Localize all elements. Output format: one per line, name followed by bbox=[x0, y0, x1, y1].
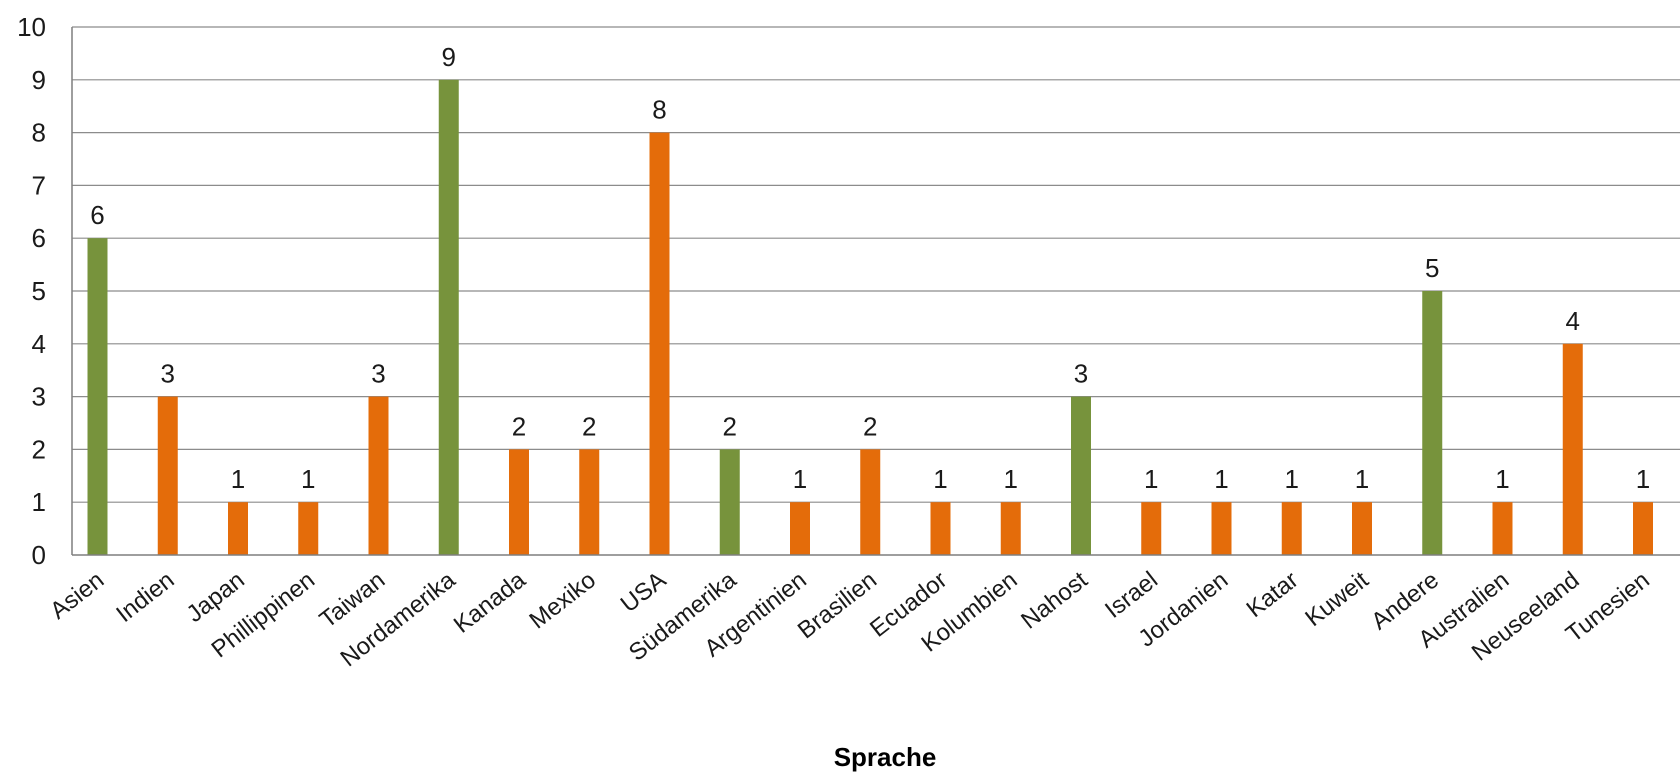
data-label: 3 bbox=[161, 359, 175, 389]
bar-country bbox=[368, 396, 389, 555]
data-label: 5 bbox=[1425, 253, 1439, 283]
x-axis-title: Sprache bbox=[834, 742, 937, 772]
y-tick-label: 5 bbox=[32, 276, 46, 306]
data-label: 9 bbox=[442, 42, 456, 72]
bar-country bbox=[579, 449, 600, 555]
bar-country bbox=[228, 502, 248, 555]
data-label: 1 bbox=[1004, 464, 1018, 494]
y-tick-label: 0 bbox=[32, 540, 46, 570]
data-label: 1 bbox=[1285, 464, 1299, 494]
bar-region bbox=[1422, 291, 1443, 555]
bar-country bbox=[790, 502, 810, 555]
data-label: 4 bbox=[1566, 306, 1580, 336]
bar-country bbox=[649, 132, 670, 555]
data-label: 8 bbox=[652, 95, 666, 125]
bar-country bbox=[1000, 502, 1021, 555]
y-tick-label: 4 bbox=[32, 329, 46, 359]
bar-country bbox=[1281, 502, 1302, 555]
data-label: 1 bbox=[793, 464, 807, 494]
bar-country bbox=[1562, 343, 1583, 555]
x-tick-label: Kanada bbox=[449, 566, 531, 639]
data-label: 1 bbox=[1355, 464, 1369, 494]
data-label: 2 bbox=[512, 411, 526, 441]
data-label: 1 bbox=[301, 464, 315, 494]
data-label: 1 bbox=[1636, 464, 1650, 494]
y-tick-label: 1 bbox=[32, 487, 46, 517]
x-tick-label: Kuweit bbox=[1300, 566, 1374, 632]
y-tick-label: 7 bbox=[32, 170, 46, 200]
gridlines bbox=[72, 26, 1680, 503]
y-tick-label: 6 bbox=[32, 223, 46, 253]
data-label: 6 bbox=[90, 200, 104, 230]
data-label: 1 bbox=[1214, 464, 1228, 494]
bar-country bbox=[509, 449, 529, 555]
data-label: 3 bbox=[1074, 359, 1088, 389]
x-tick-label: Nahost bbox=[1016, 566, 1093, 634]
y-tick-label: 10 bbox=[17, 12, 46, 42]
y-tick-label: 3 bbox=[32, 382, 46, 412]
bar-country bbox=[1633, 502, 1653, 555]
bar-country bbox=[1211, 502, 1232, 555]
x-tick-label: Katar bbox=[1242, 566, 1304, 623]
x-tick-label: Mexiko bbox=[524, 566, 601, 634]
bar-country bbox=[1141, 502, 1162, 555]
bar-country bbox=[860, 449, 881, 555]
y-tick-label: 2 bbox=[32, 434, 46, 464]
axes bbox=[71, 27, 1680, 556]
y-tick-label: 8 bbox=[32, 118, 46, 148]
bar-country bbox=[157, 396, 178, 555]
x-tick-label: Asien bbox=[45, 566, 109, 624]
labels: 0123456789106Asien3Indien1Japan1Phillipp… bbox=[17, 12, 1655, 672]
bars bbox=[87, 79, 1653, 556]
data-label: 2 bbox=[582, 411, 596, 441]
data-label: 1 bbox=[231, 464, 245, 494]
bar-country bbox=[1352, 502, 1372, 555]
bar-region bbox=[1071, 396, 1091, 555]
data-label: 1 bbox=[933, 464, 947, 494]
data-label: 2 bbox=[863, 411, 877, 441]
bar-country bbox=[930, 502, 951, 555]
bar-country bbox=[298, 502, 319, 555]
data-label: 1 bbox=[1144, 464, 1158, 494]
data-label: 2 bbox=[723, 411, 737, 441]
y-tick-label: 9 bbox=[32, 65, 46, 95]
bar-region bbox=[719, 449, 740, 555]
bar-region bbox=[87, 238, 108, 555]
bar-country bbox=[1492, 502, 1513, 555]
bar-region bbox=[438, 79, 459, 556]
data-label: 1 bbox=[1495, 464, 1509, 494]
x-tick-label: Indien bbox=[111, 566, 179, 628]
x-tick-label: Brasilien bbox=[793, 566, 882, 644]
data-label: 3 bbox=[371, 359, 385, 389]
x-tick-label: USA bbox=[616, 566, 672, 618]
